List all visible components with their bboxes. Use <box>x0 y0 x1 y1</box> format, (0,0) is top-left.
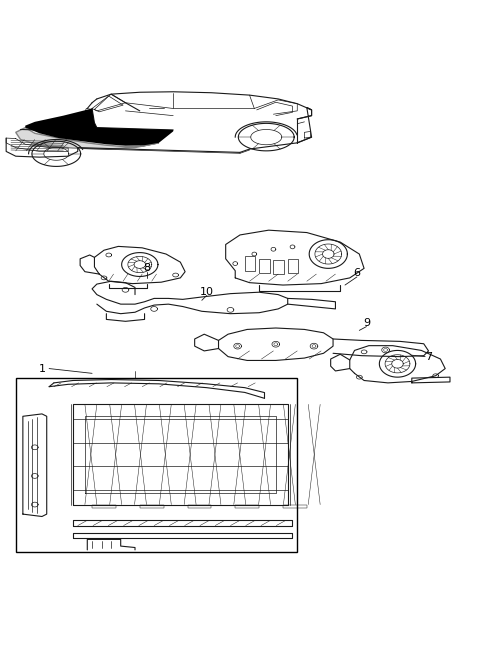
Bar <box>259 259 270 273</box>
Bar <box>16 378 297 552</box>
Bar <box>283 504 307 508</box>
Text: 1: 1 <box>38 363 46 373</box>
Polygon shape <box>25 108 173 146</box>
Bar <box>235 504 259 508</box>
Bar <box>274 260 284 274</box>
Bar <box>288 259 298 273</box>
Text: 9: 9 <box>363 318 370 328</box>
Text: 10: 10 <box>200 287 214 297</box>
Bar <box>92 504 116 508</box>
Bar <box>188 504 211 508</box>
Bar <box>245 256 255 271</box>
Text: 8: 8 <box>144 263 151 274</box>
Text: 7: 7 <box>425 352 432 361</box>
Polygon shape <box>16 127 159 149</box>
Bar <box>140 504 164 508</box>
Text: 6: 6 <box>353 268 360 278</box>
